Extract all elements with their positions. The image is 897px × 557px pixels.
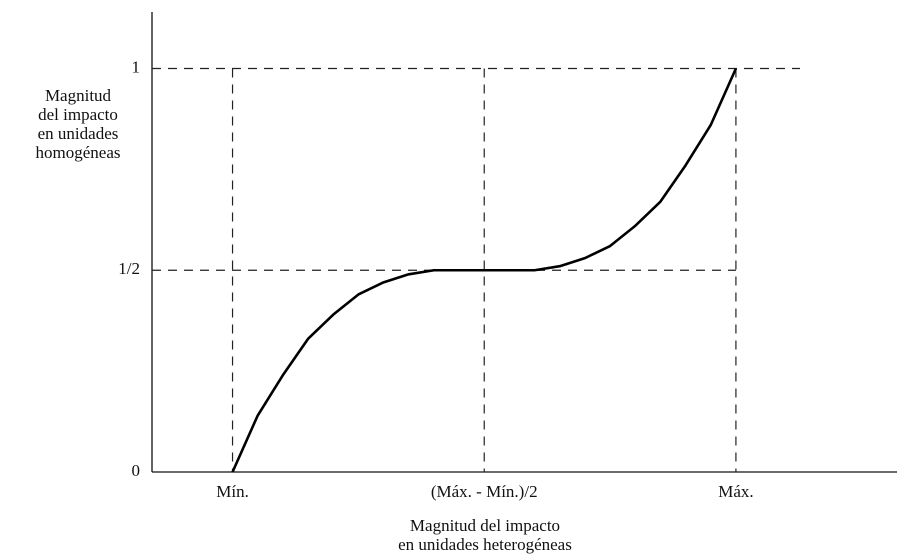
- x-tick-label: Máx.: [718, 482, 753, 501]
- y-tick-label: 1: [132, 57, 141, 76]
- x-tick-label: (Máx. - Mín.)/2: [431, 482, 538, 501]
- x-tick-label: Mín.: [216, 482, 249, 501]
- y-axis-label: homogéneas: [36, 143, 121, 162]
- y-tick-label: 0: [132, 461, 141, 480]
- x-axis-label: Magnitud del impacto: [410, 516, 560, 535]
- curve: [231, 67, 738, 473]
- y-axis-label: Magnitud: [45, 86, 112, 105]
- x-axis-label: en unidades heterogéneas: [398, 535, 572, 554]
- y-tick-label: 1/2: [118, 259, 140, 278]
- y-axis-label: en unidades: [38, 124, 119, 143]
- y-axis-label: del impacto: [38, 105, 118, 124]
